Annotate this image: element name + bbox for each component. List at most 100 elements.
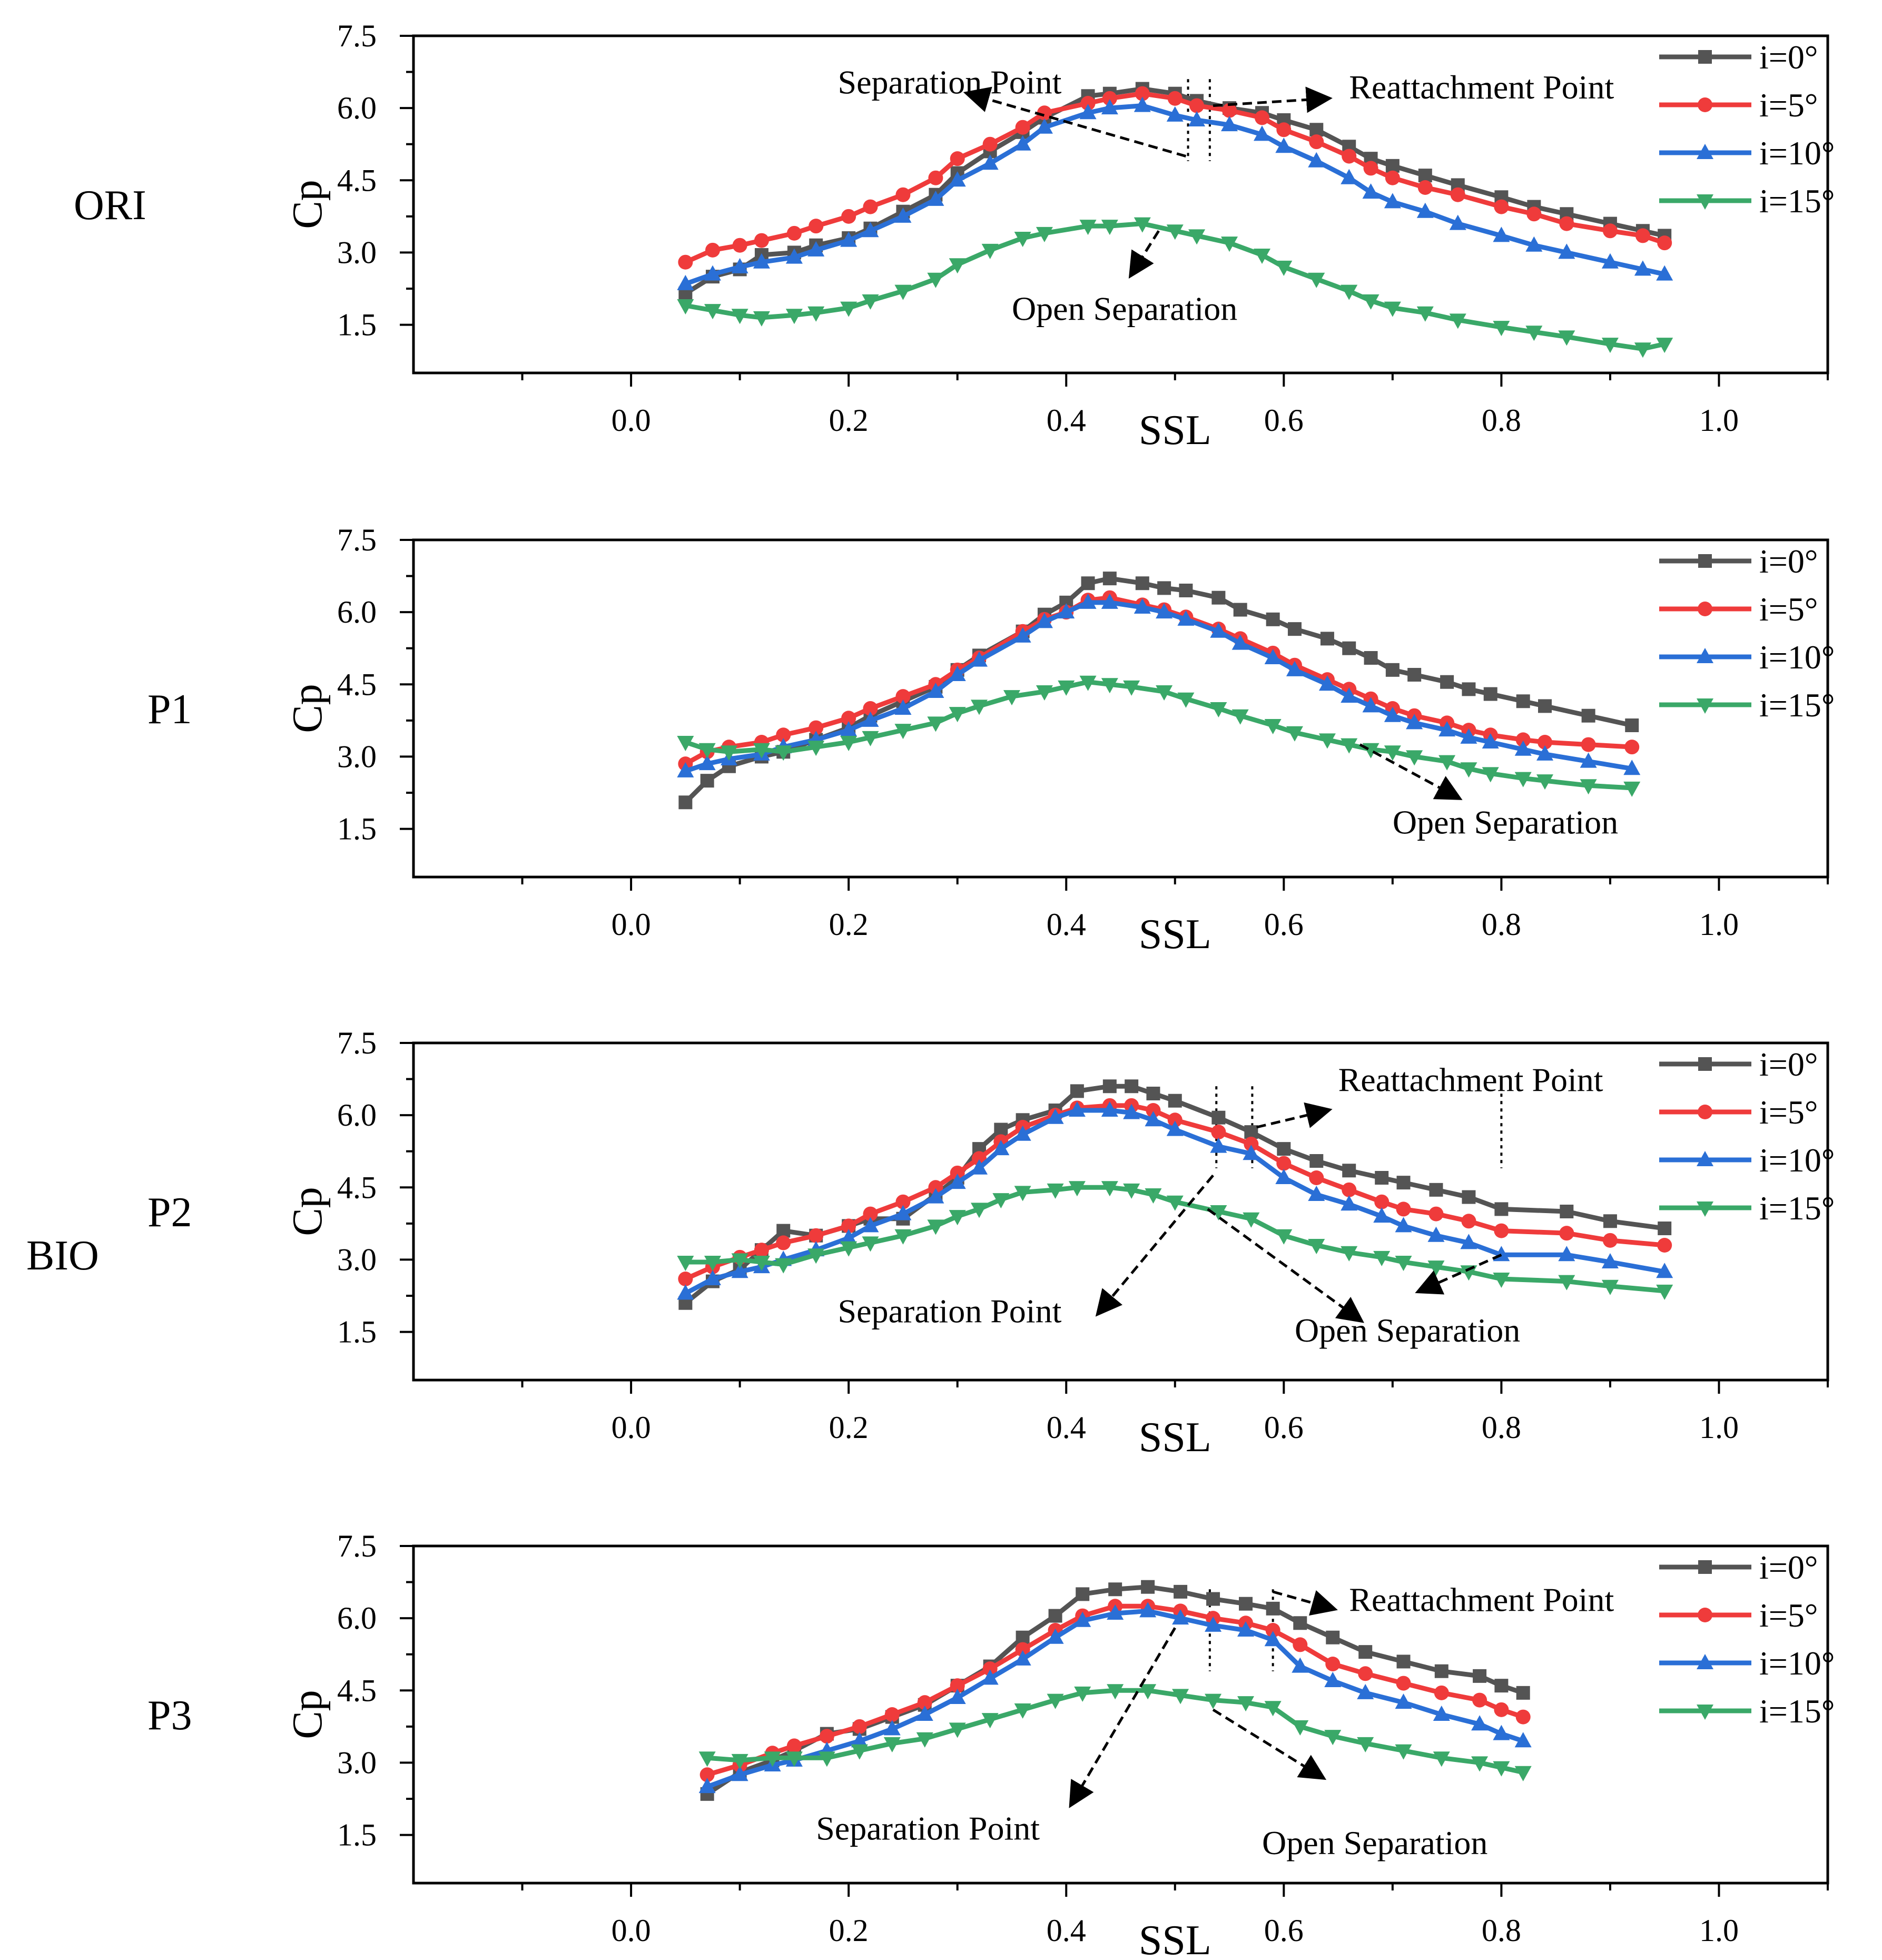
data-point bbox=[841, 209, 856, 224]
data-point bbox=[776, 1224, 791, 1238]
data-point bbox=[1047, 1108, 1064, 1124]
x-tick-label: 0.0 bbox=[612, 403, 651, 438]
data-point bbox=[863, 1206, 878, 1222]
annotation-arrow bbox=[1272, 1590, 1338, 1616]
data-point bbox=[1494, 1679, 1509, 1693]
data-point bbox=[677, 299, 694, 314]
y-tick-label: 3.0 bbox=[337, 739, 377, 774]
data-point bbox=[1559, 216, 1574, 231]
data-point bbox=[895, 1194, 911, 1209]
data-point bbox=[698, 1778, 716, 1794]
annotation-arrow bbox=[1128, 230, 1160, 279]
annotation-label: Reattachment Point bbox=[1349, 68, 1614, 106]
data-point bbox=[1102, 1079, 1117, 1094]
y-axis-label: Cp bbox=[284, 1690, 331, 1739]
data-point bbox=[1357, 1737, 1374, 1752]
data-point bbox=[704, 304, 721, 320]
data-point bbox=[1036, 613, 1053, 628]
x-tick-label: 0.2 bbox=[829, 907, 869, 942]
legend-label: i=10° bbox=[1759, 1644, 1835, 1682]
y-tick-label: 3.0 bbox=[337, 235, 377, 270]
data-point bbox=[1123, 680, 1140, 696]
data-point bbox=[1188, 111, 1206, 126]
data-point bbox=[1427, 1226, 1445, 1242]
data-point bbox=[1658, 1222, 1672, 1235]
data-point bbox=[775, 745, 792, 761]
data-point bbox=[1036, 226, 1053, 242]
data-point bbox=[1179, 584, 1193, 597]
data-point bbox=[776, 727, 791, 743]
y-tick-label: 4.5 bbox=[337, 1673, 377, 1708]
x-tick-label: 1.0 bbox=[1699, 907, 1739, 942]
data-point bbox=[731, 1766, 748, 1781]
data-point bbox=[1634, 260, 1651, 276]
data-point bbox=[1324, 1672, 1342, 1687]
data-point bbox=[785, 1751, 803, 1767]
data-point bbox=[1166, 1120, 1184, 1136]
data-point bbox=[1058, 680, 1075, 696]
data-point bbox=[1493, 1725, 1510, 1740]
y-tick-label: 6.0 bbox=[337, 1601, 377, 1636]
data-point bbox=[1237, 1621, 1255, 1637]
data-point bbox=[1373, 1207, 1391, 1223]
y-tick-label: 1.5 bbox=[337, 1818, 377, 1853]
data-point bbox=[982, 136, 998, 152]
data-point bbox=[1341, 687, 1358, 703]
data-point bbox=[1286, 661, 1303, 676]
data-point bbox=[1625, 718, 1639, 732]
data-point bbox=[1560, 1205, 1574, 1218]
data-point bbox=[1396, 1654, 1411, 1669]
data-point bbox=[1434, 1685, 1449, 1700]
data-point bbox=[1341, 1195, 1358, 1211]
data-point bbox=[950, 151, 965, 166]
legend-marker bbox=[1698, 1608, 1712, 1622]
data-point bbox=[1244, 1137, 1259, 1151]
data-point bbox=[1101, 1101, 1118, 1117]
data-point bbox=[1101, 593, 1118, 609]
data-point bbox=[1047, 1183, 1064, 1199]
data-point bbox=[1395, 1693, 1412, 1709]
x-tick-label: 0.0 bbox=[612, 907, 651, 942]
legend-marker bbox=[1697, 144, 1713, 159]
data-point bbox=[884, 1707, 900, 1722]
data-point bbox=[1657, 1238, 1672, 1253]
data-point bbox=[927, 716, 944, 732]
data-point bbox=[1342, 1182, 1357, 1197]
data-point bbox=[1493, 226, 1510, 242]
y-tick-label: 4.5 bbox=[337, 1170, 377, 1205]
data-point bbox=[678, 1272, 693, 1286]
data-point bbox=[851, 1744, 868, 1760]
legend-label: i=5° bbox=[1759, 1597, 1818, 1634]
data-point bbox=[1309, 1170, 1324, 1185]
data-point bbox=[1656, 1263, 1673, 1278]
x-tick-label: 0.0 bbox=[612, 1913, 651, 1948]
data-point bbox=[1581, 737, 1596, 752]
data-point bbox=[1320, 632, 1334, 646]
row-label: ORI bbox=[74, 182, 146, 229]
data-point bbox=[981, 1669, 999, 1685]
data-point bbox=[776, 1235, 791, 1250]
data-point bbox=[1255, 110, 1269, 125]
data-point bbox=[1558, 1275, 1575, 1291]
data-point bbox=[1079, 104, 1097, 120]
data-point bbox=[1483, 687, 1497, 701]
data-point bbox=[1362, 183, 1380, 199]
data-point bbox=[1211, 1110, 1226, 1125]
data-point bbox=[1167, 1112, 1183, 1128]
data-point bbox=[1364, 651, 1378, 665]
panel-p1: 7.5 6.0 4.5 3.0 1.5 0.0 0.2 0.4 0.6 0.8 1.0 SSL Cp P1… bbox=[147, 523, 1835, 958]
data-point bbox=[1141, 1580, 1155, 1594]
data-point bbox=[1516, 694, 1530, 708]
data-point bbox=[971, 1159, 988, 1175]
data-point bbox=[1286, 726, 1303, 742]
data-point bbox=[1222, 103, 1237, 118]
data-point bbox=[1308, 1239, 1325, 1254]
data-point bbox=[1107, 1684, 1124, 1700]
data-point bbox=[1427, 1260, 1445, 1276]
x-tick-label: 0.4 bbox=[1047, 1410, 1086, 1445]
data-point bbox=[1145, 1111, 1162, 1127]
data-point bbox=[862, 222, 879, 238]
data-point bbox=[1308, 272, 1325, 288]
data-point bbox=[677, 274, 694, 290]
